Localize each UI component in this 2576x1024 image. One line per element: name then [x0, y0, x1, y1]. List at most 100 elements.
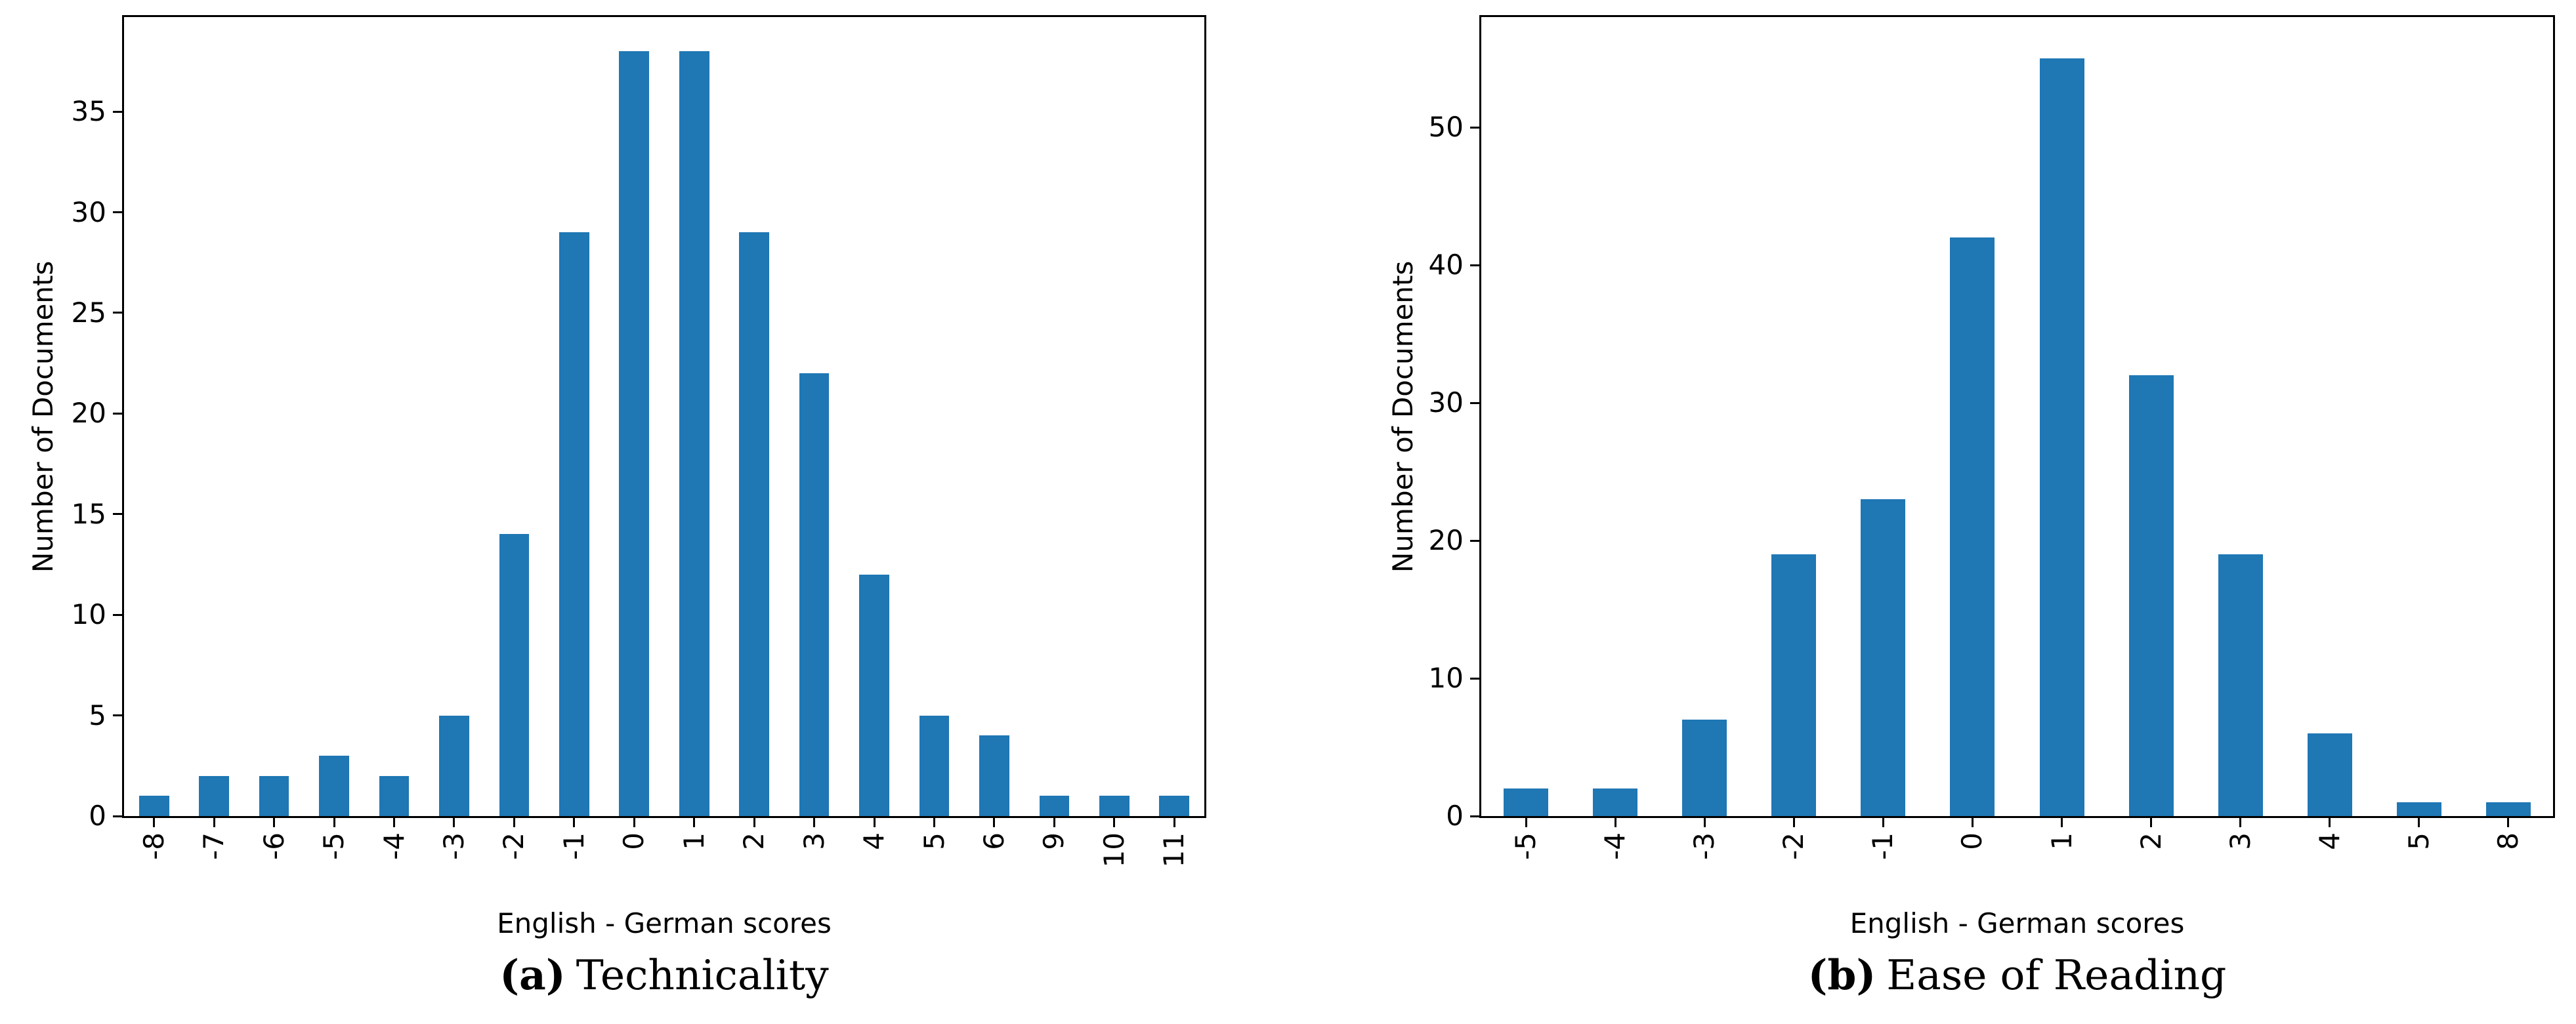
bar--4	[379, 775, 410, 816]
x-tick-label: 1	[2045, 832, 2078, 850]
y-tick-mark	[113, 312, 122, 314]
x-tick-label: -4	[377, 832, 410, 860]
x-tick-mark	[813, 818, 816, 827]
caption-text: Technicality	[576, 951, 829, 999]
x-tick-label: -3	[437, 832, 470, 860]
bar--5	[319, 755, 349, 816]
bar-1	[679, 51, 709, 816]
y-tick-label: 20	[1428, 524, 1464, 556]
x-tick-label: 10	[1097, 832, 1130, 868]
bar-9	[1039, 796, 1070, 816]
bar-5	[2396, 802, 2441, 816]
x-tick-mark	[993, 818, 996, 827]
y-tick-label: 30	[1428, 386, 1464, 419]
y-tick-label: 10	[71, 598, 106, 631]
bar--5	[1504, 788, 1549, 816]
y-tick-mark	[1470, 264, 1479, 266]
bar-4	[859, 574, 889, 816]
bar--7	[199, 775, 230, 816]
bar-4	[2307, 733, 2352, 816]
caption-index: (a)	[499, 951, 566, 999]
x-tick-mark	[2507, 818, 2510, 827]
caption-text: Ease of Reading	[1886, 951, 2227, 999]
bar-layer	[1481, 17, 2553, 816]
x-tick-mark	[633, 818, 635, 827]
bar-6	[979, 735, 1009, 816]
x-tick-mark	[933, 818, 935, 827]
x-tick-label: -6	[257, 832, 290, 860]
bar--2	[499, 534, 530, 816]
x-tick-mark	[333, 818, 335, 827]
bar-11	[1159, 796, 1190, 816]
subfigure-caption: (a) Technicality	[124, 949, 1204, 1002]
x-tick-mark	[2061, 818, 2063, 827]
x-tick-label: -2	[1777, 832, 1810, 860]
x-tick-mark	[273, 818, 276, 827]
y-tick-mark	[1470, 539, 1479, 542]
bar-0	[1950, 237, 1995, 816]
x-tick-label: 11	[1158, 832, 1191, 868]
bar--3	[1682, 720, 1727, 816]
plot-area-ease-of-reading	[1479, 15, 2555, 818]
x-tick-label: 0	[618, 832, 650, 850]
bar--1	[1861, 499, 1906, 816]
x-tick-mark	[393, 818, 395, 827]
x-tick-mark	[1173, 818, 1175, 827]
y-tick-mark	[113, 513, 122, 516]
x-tick-mark	[2150, 818, 2153, 827]
bar--4	[1593, 788, 1638, 816]
y-tick-label: 35	[71, 95, 106, 128]
x-axis-label: English - German scores	[1849, 907, 2185, 939]
x-tick-label: 4	[858, 832, 891, 850]
x-tick-mark	[1053, 818, 1055, 827]
x-tick-label: -1	[1867, 832, 1899, 860]
y-tick-label: 50	[1428, 111, 1464, 143]
x-tick-mark	[873, 818, 876, 827]
x-tick-label: -7	[198, 832, 230, 860]
subfigure-caption: (b) Ease of Reading	[1481, 949, 2553, 1002]
y-tick-label: 10	[1428, 662, 1464, 694]
x-tick-mark	[693, 818, 696, 827]
y-tick-label: 0	[89, 800, 106, 832]
x-tick-label: 3	[797, 832, 830, 850]
x-tick-mark	[2239, 818, 2242, 827]
x-tick-label: 5	[2402, 832, 2435, 850]
x-tick-mark	[2329, 818, 2331, 827]
x-tick-mark	[1703, 818, 1706, 827]
x-tick-mark	[2418, 818, 2420, 827]
x-tick-label: 2	[2134, 832, 2167, 850]
y-tick-mark	[113, 714, 122, 717]
x-tick-mark	[1525, 818, 1527, 827]
x-tick-mark	[1882, 818, 1884, 827]
plot-area-technicality	[122, 15, 1206, 818]
x-tick-mark	[1113, 818, 1116, 827]
y-tick-mark	[1470, 401, 1479, 404]
x-tick-label: -8	[137, 832, 170, 860]
x-tick-mark	[753, 818, 755, 827]
bar-layer	[124, 17, 1204, 816]
x-tick-mark	[1614, 818, 1616, 827]
x-tick-label: 9	[1038, 832, 1070, 850]
x-tick-label: 1	[677, 832, 710, 850]
y-tick-label: 20	[71, 397, 106, 430]
x-tick-label: -1	[557, 832, 590, 860]
x-tick-mark	[573, 818, 576, 827]
x-tick-label: 8	[2491, 832, 2524, 850]
y-tick-label: 15	[71, 497, 106, 530]
x-tick-mark	[213, 818, 215, 827]
x-tick-label: 2	[738, 832, 771, 850]
y-tick-mark	[113, 815, 122, 817]
bar-3	[2218, 554, 2263, 816]
x-tick-label: -2	[497, 832, 530, 860]
y-tick-label: 30	[71, 195, 106, 228]
bar-5	[919, 715, 950, 816]
x-tick-mark	[513, 818, 515, 827]
bar--8	[138, 796, 169, 816]
x-tick-label: -5	[1510, 832, 1542, 860]
x-tick-label: 0	[1956, 832, 1989, 850]
bar-3	[799, 373, 830, 816]
x-tick-label: 3	[2224, 832, 2256, 850]
y-tick-mark	[113, 412, 122, 415]
x-tick-label: -3	[1688, 832, 1721, 860]
